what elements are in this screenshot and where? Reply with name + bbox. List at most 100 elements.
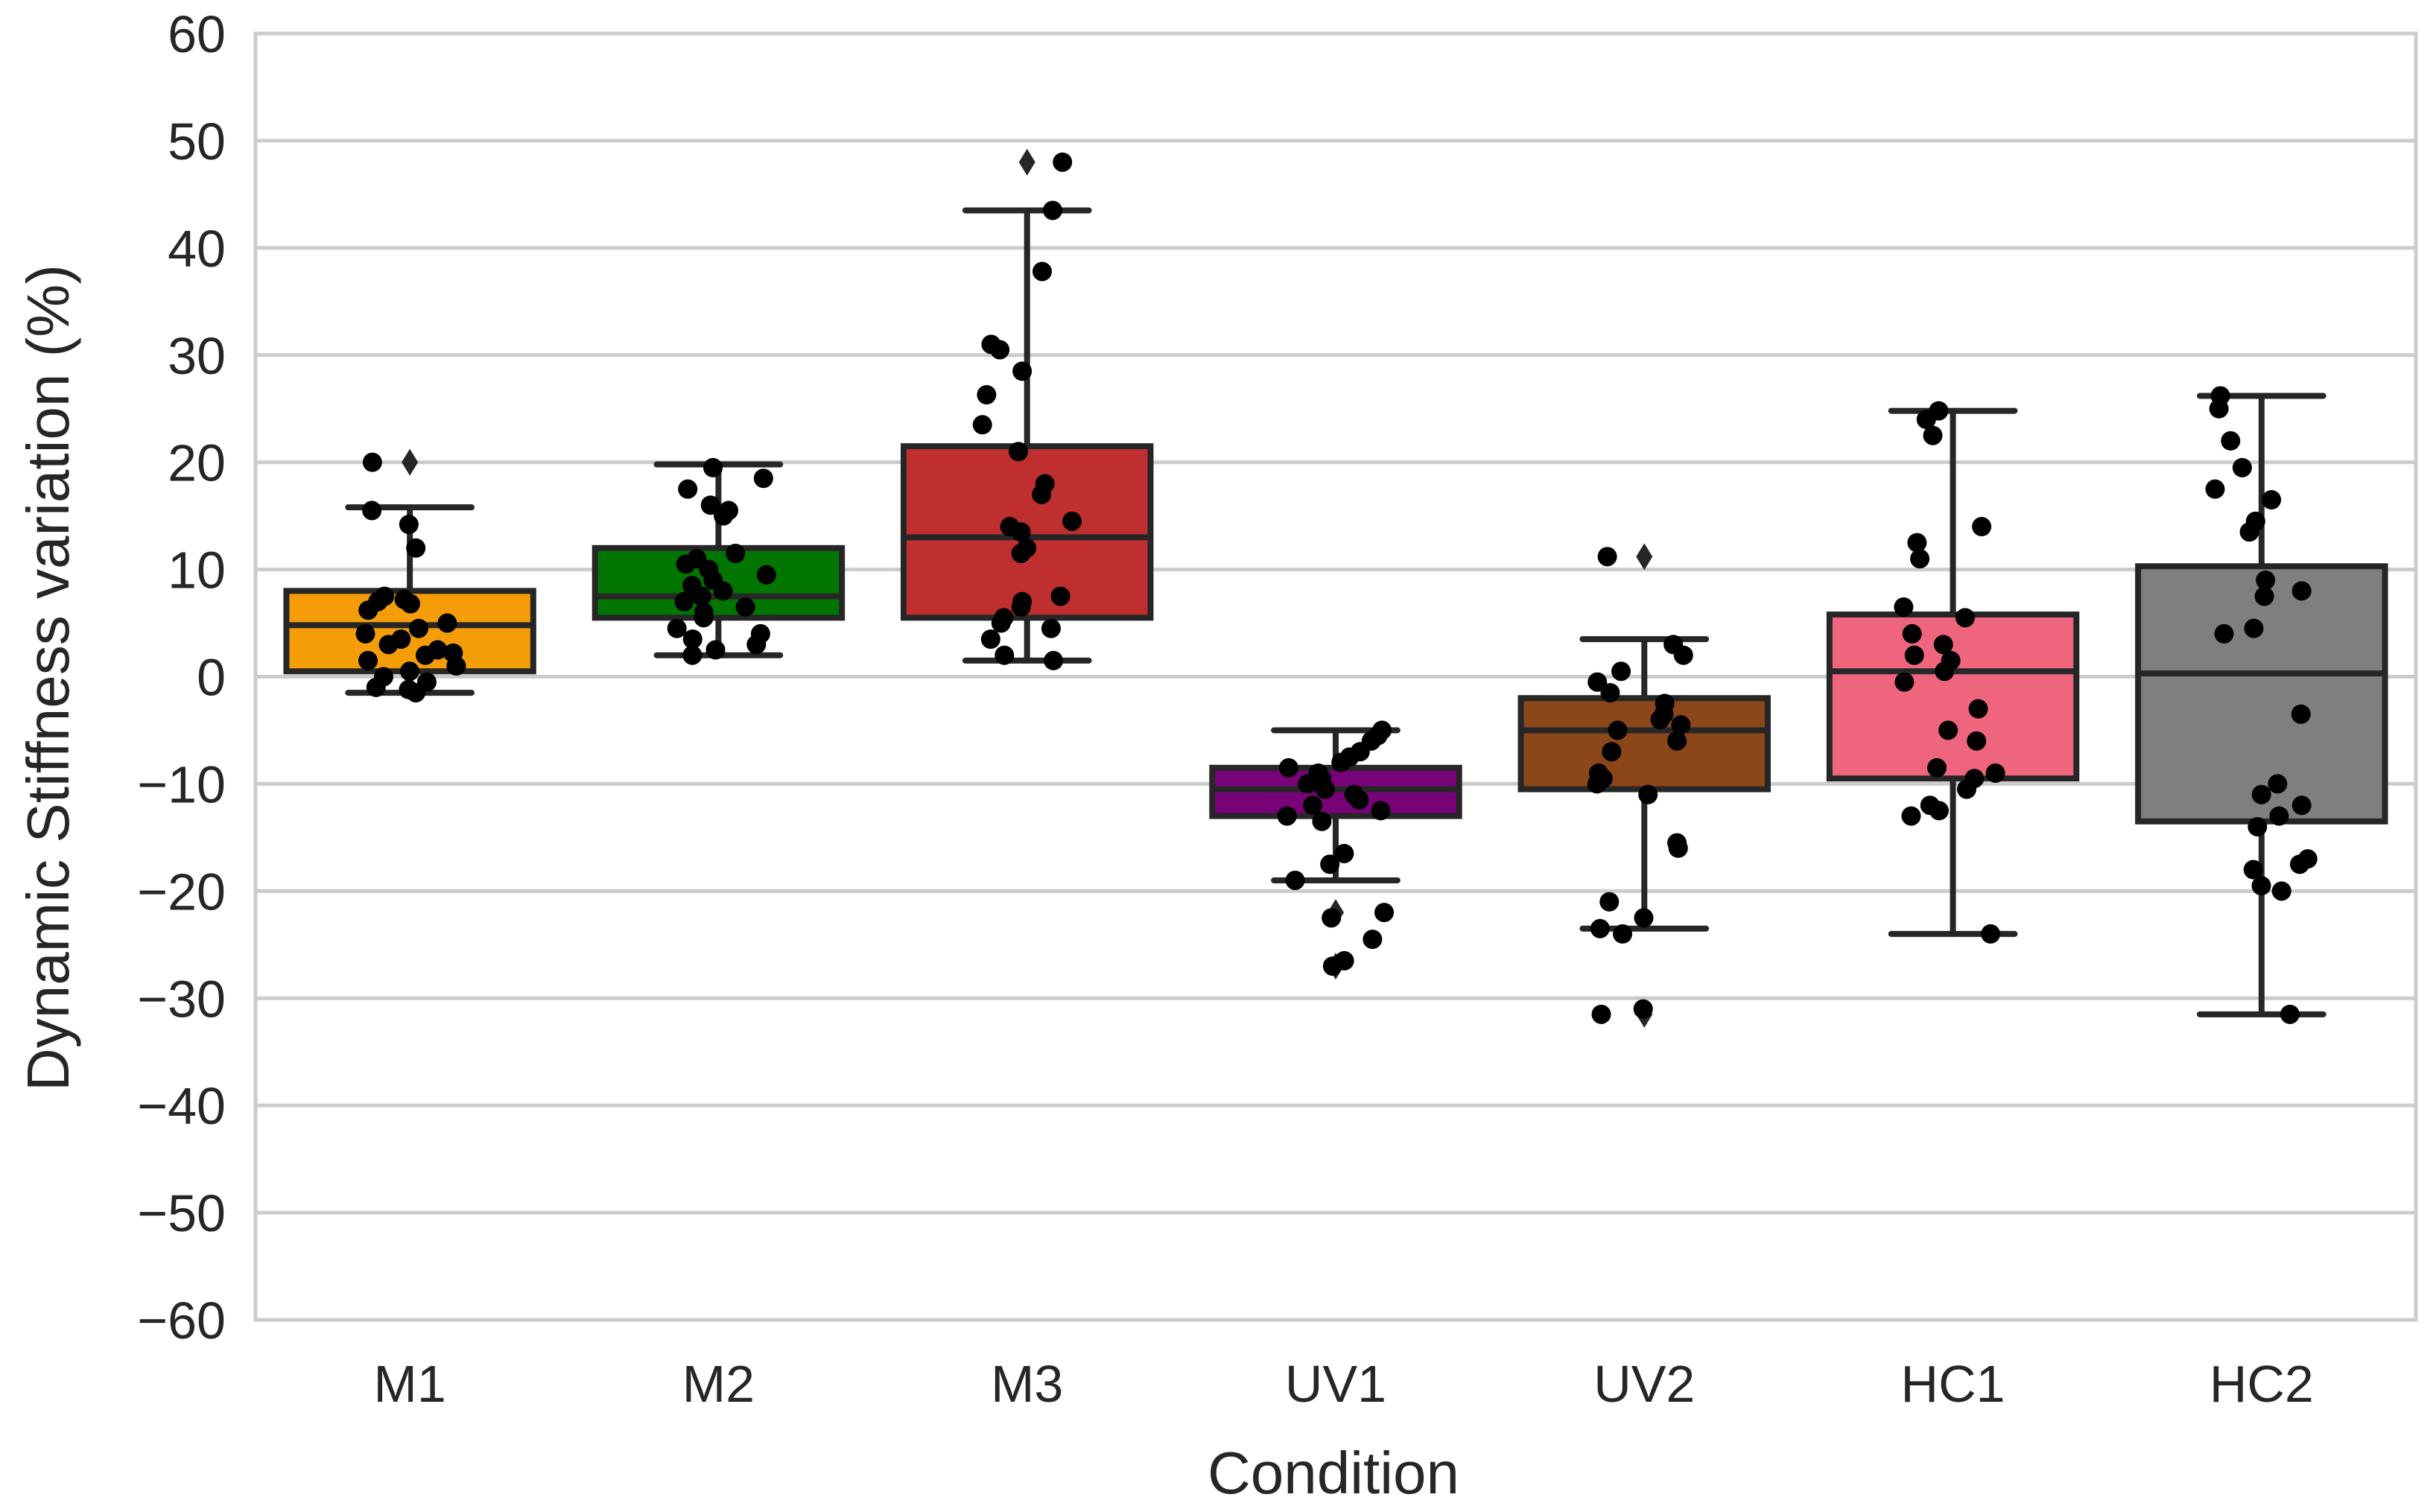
data-point — [400, 594, 420, 614]
data-point — [2291, 704, 2311, 724]
data-point — [355, 623, 375, 644]
data-point — [713, 581, 733, 601]
data-point — [980, 629, 1000, 649]
data-point — [705, 640, 726, 660]
data-point — [1374, 903, 1395, 923]
data-point — [1923, 425, 1943, 445]
data-point — [1587, 774, 1607, 794]
plot-frame — [253, 31, 2418, 1322]
box-uv2 — [1517, 543, 1771, 1028]
data-point — [2205, 479, 2225, 499]
data-point — [1012, 361, 1032, 381]
box-m3 — [901, 148, 1154, 664]
data-point — [2248, 816, 2268, 836]
y-tick-label: −10 — [137, 755, 226, 813]
data-point — [1062, 511, 1082, 531]
data-point — [1320, 854, 1340, 874]
data-point — [416, 645, 436, 665]
data-point — [362, 501, 382, 521]
data-point — [1634, 908, 1654, 928]
data-point — [678, 479, 698, 499]
data-point — [446, 656, 466, 676]
x-tick-label: UV1 — [1285, 1355, 1386, 1413]
data-point — [1902, 623, 1922, 644]
x-tick-label: M3 — [991, 1355, 1063, 1413]
data-point — [406, 538, 426, 558]
data-point — [358, 650, 378, 670]
x-tick-label: HC2 — [2210, 1355, 2314, 1413]
x-tick-label: UV2 — [1593, 1355, 1695, 1413]
data-point — [1331, 752, 1351, 772]
box-iqr — [1517, 695, 1771, 792]
data-point — [1285, 870, 1305, 890]
data-point — [2209, 398, 2229, 419]
data-point — [2280, 1004, 2300, 1024]
grid-lines — [253, 31, 2418, 1322]
data-point — [1667, 731, 1687, 751]
data-point — [2291, 795, 2312, 816]
data-point — [2221, 431, 2241, 451]
data-point — [2268, 774, 2288, 794]
data-point — [674, 591, 694, 612]
box-iqr — [1826, 612, 2080, 782]
data-point — [1608, 720, 1628, 740]
data-point — [1938, 720, 1958, 740]
data-point — [1032, 484, 1052, 504]
y-tick-label: 60 — [168, 5, 226, 63]
data-point — [1322, 956, 1342, 976]
data-point — [1043, 200, 1063, 220]
x-axis-label: Condition — [1208, 1440, 1459, 1506]
data-point — [1611, 661, 1631, 682]
data-point — [2262, 490, 2282, 510]
x-tick-label: M1 — [374, 1355, 446, 1413]
y-axis-label: Dynamic Stiffness variation (%) — [15, 264, 81, 1091]
data-point — [991, 613, 1011, 633]
data-point — [682, 645, 702, 665]
data-point — [1916, 410, 1936, 430]
data-point — [682, 629, 702, 649]
data-point — [2291, 581, 2312, 601]
data-point — [2251, 876, 2271, 896]
data-point — [1668, 838, 1688, 858]
data-point — [1312, 811, 1332, 831]
data-point — [703, 457, 723, 477]
y-tick-label: 30 — [168, 327, 226, 385]
data-point — [2251, 784, 2271, 804]
outlier-marker — [1636, 543, 1653, 571]
data-point — [995, 645, 1015, 665]
data-point — [1011, 522, 1031, 542]
data-point — [2271, 881, 2291, 901]
data-point — [990, 340, 1010, 360]
data-point — [1894, 672, 1915, 692]
data-point — [746, 635, 767, 655]
x-tick-labels: M1 M2 M3 UV1 UV2 HC1 HC2 — [374, 1355, 2314, 1413]
y-tick-label: −30 — [137, 970, 226, 1028]
data-point — [1009, 442, 1029, 462]
box-iqr — [2135, 563, 2388, 825]
data-point — [719, 501, 739, 521]
y-tick-label: 0 — [197, 649, 226, 707]
data-point — [1907, 533, 1927, 553]
x-tick-label: HC1 — [1901, 1355, 2005, 1413]
data-point — [368, 591, 388, 612]
data-point — [1334, 843, 1354, 863]
y-tick-label: −50 — [137, 1184, 226, 1242]
data-point — [1933, 635, 1953, 655]
data-point — [1599, 892, 1620, 912]
y-tick-label: −40 — [137, 1077, 226, 1135]
y-tick-label: 20 — [168, 434, 226, 492]
data-point — [1981, 924, 2001, 944]
outlier-marker — [1018, 148, 1035, 176]
data-point — [1587, 672, 1608, 692]
data-point — [1349, 790, 1369, 810]
box-m2 — [591, 461, 846, 658]
data-point — [362, 452, 382, 472]
data-point — [399, 661, 419, 682]
data-point — [699, 559, 719, 579]
box-series — [283, 148, 2388, 1028]
data-point — [2244, 618, 2264, 638]
data-point — [756, 565, 776, 585]
data-point — [1590, 918, 1610, 938]
data-point — [437, 613, 457, 633]
data-point — [1613, 924, 1633, 944]
